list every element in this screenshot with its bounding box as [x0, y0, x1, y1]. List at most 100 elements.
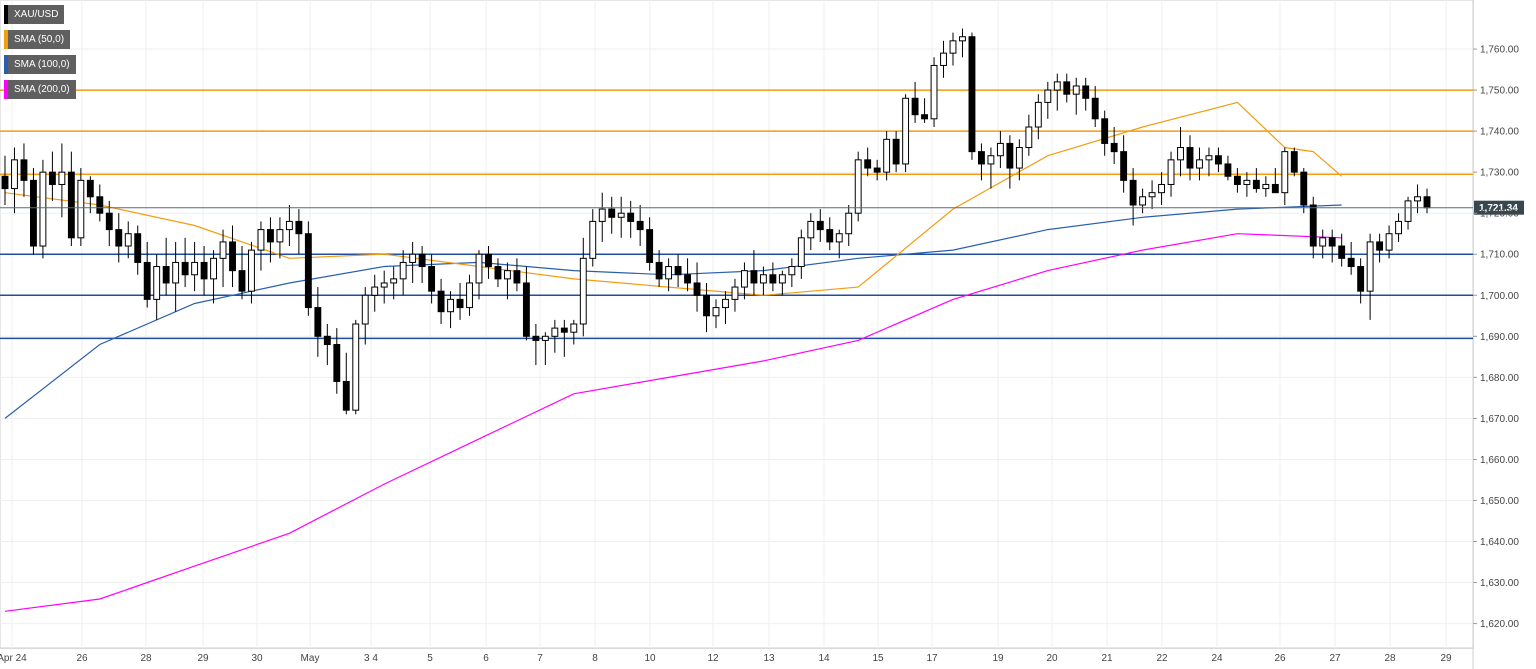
candle: [342, 352, 350, 415]
candle: [323, 324, 331, 366]
candle: [1034, 94, 1042, 140]
candle: [1233, 168, 1241, 193]
candle: [750, 250, 758, 296]
candle: [390, 266, 398, 300]
legend-item[interactable]: SMA (100,0): [4, 55, 76, 74]
y-tick-label: 1,670.00: [1480, 414, 1519, 425]
candle: [636, 204, 644, 247]
candle: [902, 94, 910, 173]
candle: [835, 229, 843, 259]
candle: [1319, 229, 1327, 259]
candle: [352, 319, 360, 415]
candle: [314, 287, 322, 357]
candle: [1139, 188, 1147, 214]
candle: [248, 241, 255, 304]
candle: [210, 250, 217, 304]
candle: [1205, 147, 1213, 177]
x-tick-label: 3 4: [364, 653, 378, 664]
candle: [703, 282, 710, 333]
candle: [560, 319, 568, 357]
candle: [646, 217, 654, 271]
candle: [30, 168, 37, 255]
candle: [1271, 168, 1279, 194]
candle: [1006, 135, 1014, 189]
candle: [219, 229, 227, 288]
x-axis: Apr 24 26 28 29 30 May 3 4 5 6 7 8 10 12 13 14 15 17 19 20…: [0, 653, 1452, 664]
legend-label: SMA (200,0): [14, 84, 70, 95]
candle: [11, 147, 18, 214]
x-tick-label: 26: [76, 653, 88, 664]
candle: [968, 32, 976, 160]
candle: [911, 81, 919, 123]
candle: [1338, 233, 1346, 267]
candle: [674, 254, 682, 288]
candle: [579, 237, 587, 337]
legend-item[interactable]: SMA (200,0): [4, 80, 76, 99]
candle: [759, 266, 767, 296]
candle: [1129, 168, 1137, 226]
legend-label: SMA (50,0): [14, 34, 65, 45]
candle: [598, 192, 606, 242]
y-tick-label: 1,680.00: [1480, 373, 1519, 384]
y-tick-label: 1,640.00: [1480, 537, 1519, 548]
candle: [1215, 147, 1222, 173]
candle: [475, 250, 483, 300]
candle: [778, 270, 786, 296]
candle: [1015, 139, 1023, 181]
candle: [1262, 176, 1270, 197]
legend-item[interactable]: XAU/USD: [4, 5, 65, 24]
candle: [1082, 77, 1090, 111]
candle: [153, 254, 161, 320]
x-tick-label: 29: [1440, 653, 1452, 664]
candle: [1309, 196, 1317, 259]
x-tick-label: 19: [992, 653, 1004, 664]
candle: [105, 200, 113, 247]
candle: [959, 28, 966, 58]
candle: [504, 262, 511, 300]
x-tick-label: 15: [872, 653, 884, 664]
candle: [1072, 77, 1080, 115]
candle: [1148, 180, 1156, 210]
x-tick-label: 13: [763, 653, 775, 664]
candle: [115, 213, 123, 263]
x-tick-label: 21: [1101, 653, 1113, 664]
x-tick-label: 17: [926, 653, 938, 664]
candle: [1252, 168, 1260, 193]
x-tick-label: Apr 24: [0, 653, 27, 664]
candle: [1290, 147, 1298, 177]
candle: [456, 282, 464, 320]
candle: [1186, 135, 1194, 181]
grid: [0, 0, 1474, 669]
legend-label: XAU/USD: [14, 9, 59, 20]
legend-item[interactable]: SMA (50,0): [4, 30, 71, 49]
candle: [361, 287, 369, 345]
candle: [1395, 213, 1402, 242]
candle: [978, 143, 985, 181]
candle: [333, 328, 341, 394]
candle: [1366, 233, 1374, 320]
x-tick-label: 5: [427, 653, 433, 664]
x-tick-label: 27: [1329, 653, 1341, 664]
candle: [399, 250, 407, 296]
candle: [257, 221, 265, 271]
candle: [172, 241, 180, 312]
x-tick-label: May: [301, 653, 320, 664]
y-tick-label: 1,750.00: [1480, 86, 1519, 97]
candle: [485, 246, 492, 279]
legend-label: SMA (100,0): [14, 59, 70, 70]
candle: [447, 291, 454, 329]
candle: [276, 217, 284, 259]
x-tick-label: 30: [251, 653, 263, 664]
candle: [1091, 85, 1099, 128]
x-tick-label: 7: [537, 653, 543, 664]
candle: [1101, 110, 1109, 156]
candle: [1167, 151, 1175, 197]
candle: [864, 147, 872, 177]
y-tick-label: 1,730.00: [1480, 168, 1519, 179]
candle: [996, 131, 1004, 169]
candle: [1063, 73, 1071, 103]
candle: [20, 143, 28, 197]
candle: [58, 143, 66, 218]
y-tick-label: 1,650.00: [1480, 496, 1519, 507]
